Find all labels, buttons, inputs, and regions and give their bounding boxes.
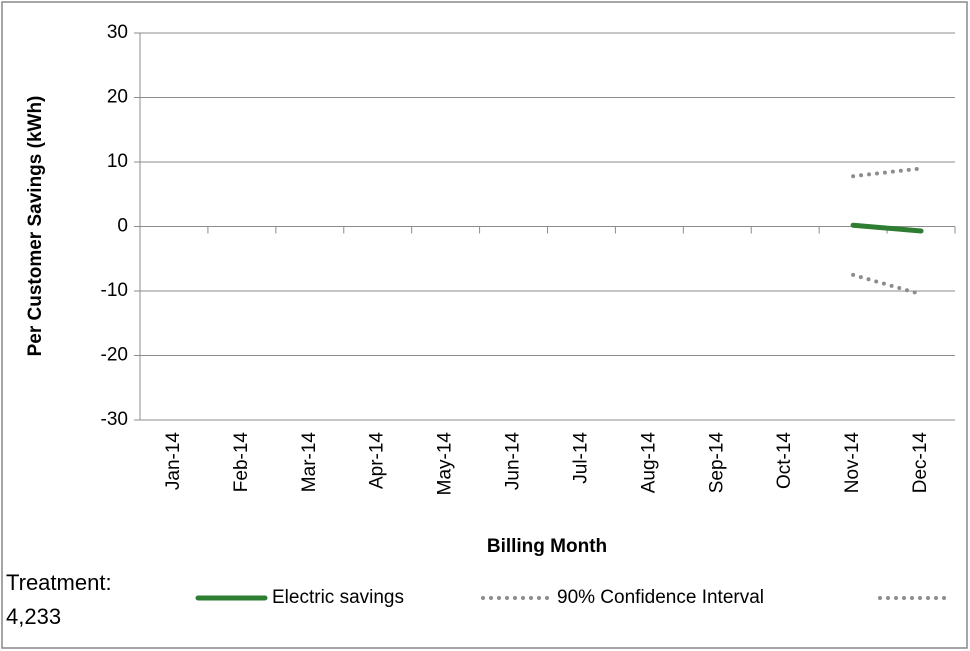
- y-tick-label: 0: [117, 216, 128, 237]
- x-tick-label: Feb-14: [231, 432, 252, 493]
- x-tick-label: Dec-14: [910, 432, 931, 494]
- x-tick-label: Sep-14: [706, 432, 727, 494]
- y-tick-label: -20: [101, 345, 128, 366]
- annotation: 4,233: [6, 604, 61, 629]
- y-tick-label: 20: [107, 87, 128, 108]
- x-tick-label: Jul-14: [570, 432, 591, 484]
- series-line: [850, 222, 924, 234]
- x-tick-label: Apr-14: [367, 432, 388, 489]
- x-axis-label: Billing Month: [487, 536, 607, 557]
- x-tick-label: Oct-14: [774, 432, 795, 489]
- x-tick-label: Jun-14: [503, 432, 524, 491]
- y-tick-label: 30: [107, 22, 128, 43]
- y-tick-label: -10: [101, 280, 128, 301]
- x-tick-label: Aug-14: [638, 432, 659, 494]
- series-line: [851, 166, 924, 179]
- y-axis-label: Per Customer Savings (kWh): [25, 96, 46, 357]
- legend-label: 90% Confidence Interval: [557, 587, 764, 608]
- y-tick-label: -30: [101, 409, 128, 430]
- x-tick-label: May-14: [435, 432, 456, 496]
- legend-label: Electric savings: [272, 587, 404, 608]
- y-tick-label: 10: [107, 151, 128, 172]
- annotation: Treatment:: [6, 570, 112, 595]
- x-tick-label: Mar-14: [299, 432, 320, 493]
- x-tick-label: Nov-14: [842, 432, 863, 494]
- x-tick-label: Jan-14: [163, 432, 184, 491]
